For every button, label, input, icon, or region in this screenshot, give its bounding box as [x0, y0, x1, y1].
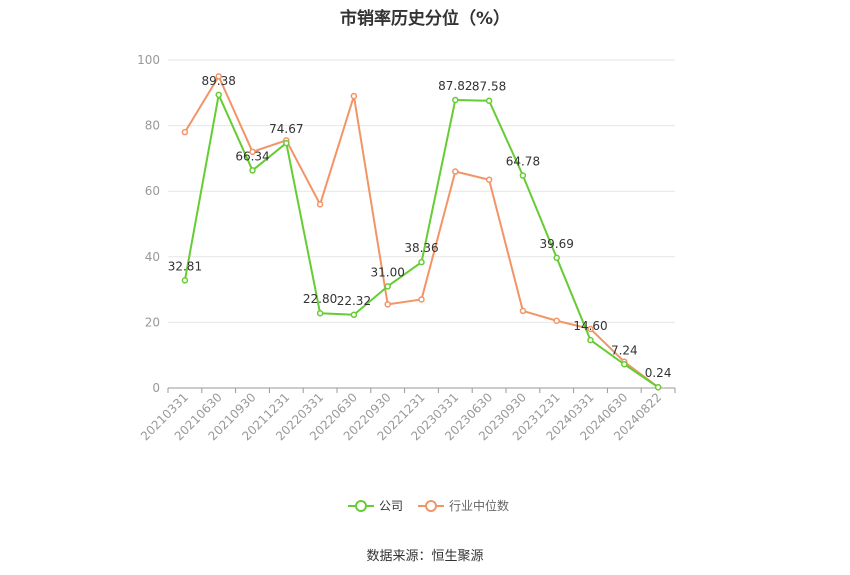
y-tick-label: 100 — [137, 53, 160, 67]
data-label: 64.78 — [506, 155, 540, 169]
data-label: 87.58 — [472, 80, 506, 94]
data-point — [519, 172, 527, 179]
data-point — [316, 309, 324, 317]
legend[interactable]: 公司 行业中位数 — [348, 498, 509, 513]
data-point — [485, 97, 493, 104]
legend-marker — [355, 500, 367, 512]
series-layer — [181, 73, 662, 391]
data-point — [418, 296, 425, 303]
data-point — [215, 73, 222, 80]
legend-marker — [425, 500, 437, 512]
data-label: 74.67 — [269, 122, 303, 136]
chart-title: 市销率历史分位（%） — [339, 9, 511, 29]
data-point — [249, 148, 256, 156]
y-tick-label: 80 — [145, 119, 160, 133]
data-point — [587, 336, 594, 344]
y-tick-label: 60 — [145, 184, 160, 198]
data-label: 66.34 — [235, 149, 269, 163]
data-point — [384, 301, 391, 308]
data-point — [452, 168, 459, 175]
data-point — [519, 307, 527, 315]
data-label: 31.00 — [371, 265, 405, 279]
series-line-1 — [184, 75, 659, 389]
y-tick-label: 40 — [145, 250, 160, 264]
legend-item-0[interactable]: 公司 — [348, 499, 403, 513]
legend-item-1[interactable]: 行业中位数 — [418, 498, 509, 513]
data-point — [553, 317, 560, 325]
data-point — [316, 201, 324, 208]
data-label: 32.81 — [168, 259, 202, 273]
data-label: 7.24 — [611, 343, 638, 357]
data-point — [654, 383, 662, 391]
data-point — [249, 167, 256, 174]
legend-label: 行业中位数 — [449, 498, 509, 513]
data-point — [350, 311, 358, 319]
grid-lines — [168, 59, 675, 323]
y-tick-label: 0 — [152, 381, 160, 395]
data-label: 89.38 — [202, 74, 236, 88]
data-point — [384, 283, 391, 290]
source-note: 数据来源：恒生聚源 — [366, 549, 484, 564]
data-label: 38.36 — [404, 241, 438, 255]
data-point — [452, 96, 459, 104]
data-point — [350, 92, 358, 100]
data-point — [181, 277, 189, 284]
data-label: 14.60 — [573, 319, 607, 333]
data-label: 22.80 — [303, 292, 337, 306]
data-point — [283, 139, 290, 147]
data-point — [485, 176, 493, 183]
legend-label: 公司 — [379, 499, 403, 513]
data-point — [553, 254, 560, 262]
data-point — [587, 325, 594, 333]
data-point — [181, 128, 189, 136]
data-label: 39.69 — [540, 237, 574, 251]
data-point — [621, 361, 628, 368]
data-label: 0.24 — [645, 366, 672, 380]
data-point — [418, 258, 425, 266]
data-point — [215, 91, 222, 99]
data-label: 22.32 — [337, 294, 371, 308]
data-label: 87.82 — [438, 79, 472, 93]
y-tick-label: 20 — [145, 315, 160, 329]
